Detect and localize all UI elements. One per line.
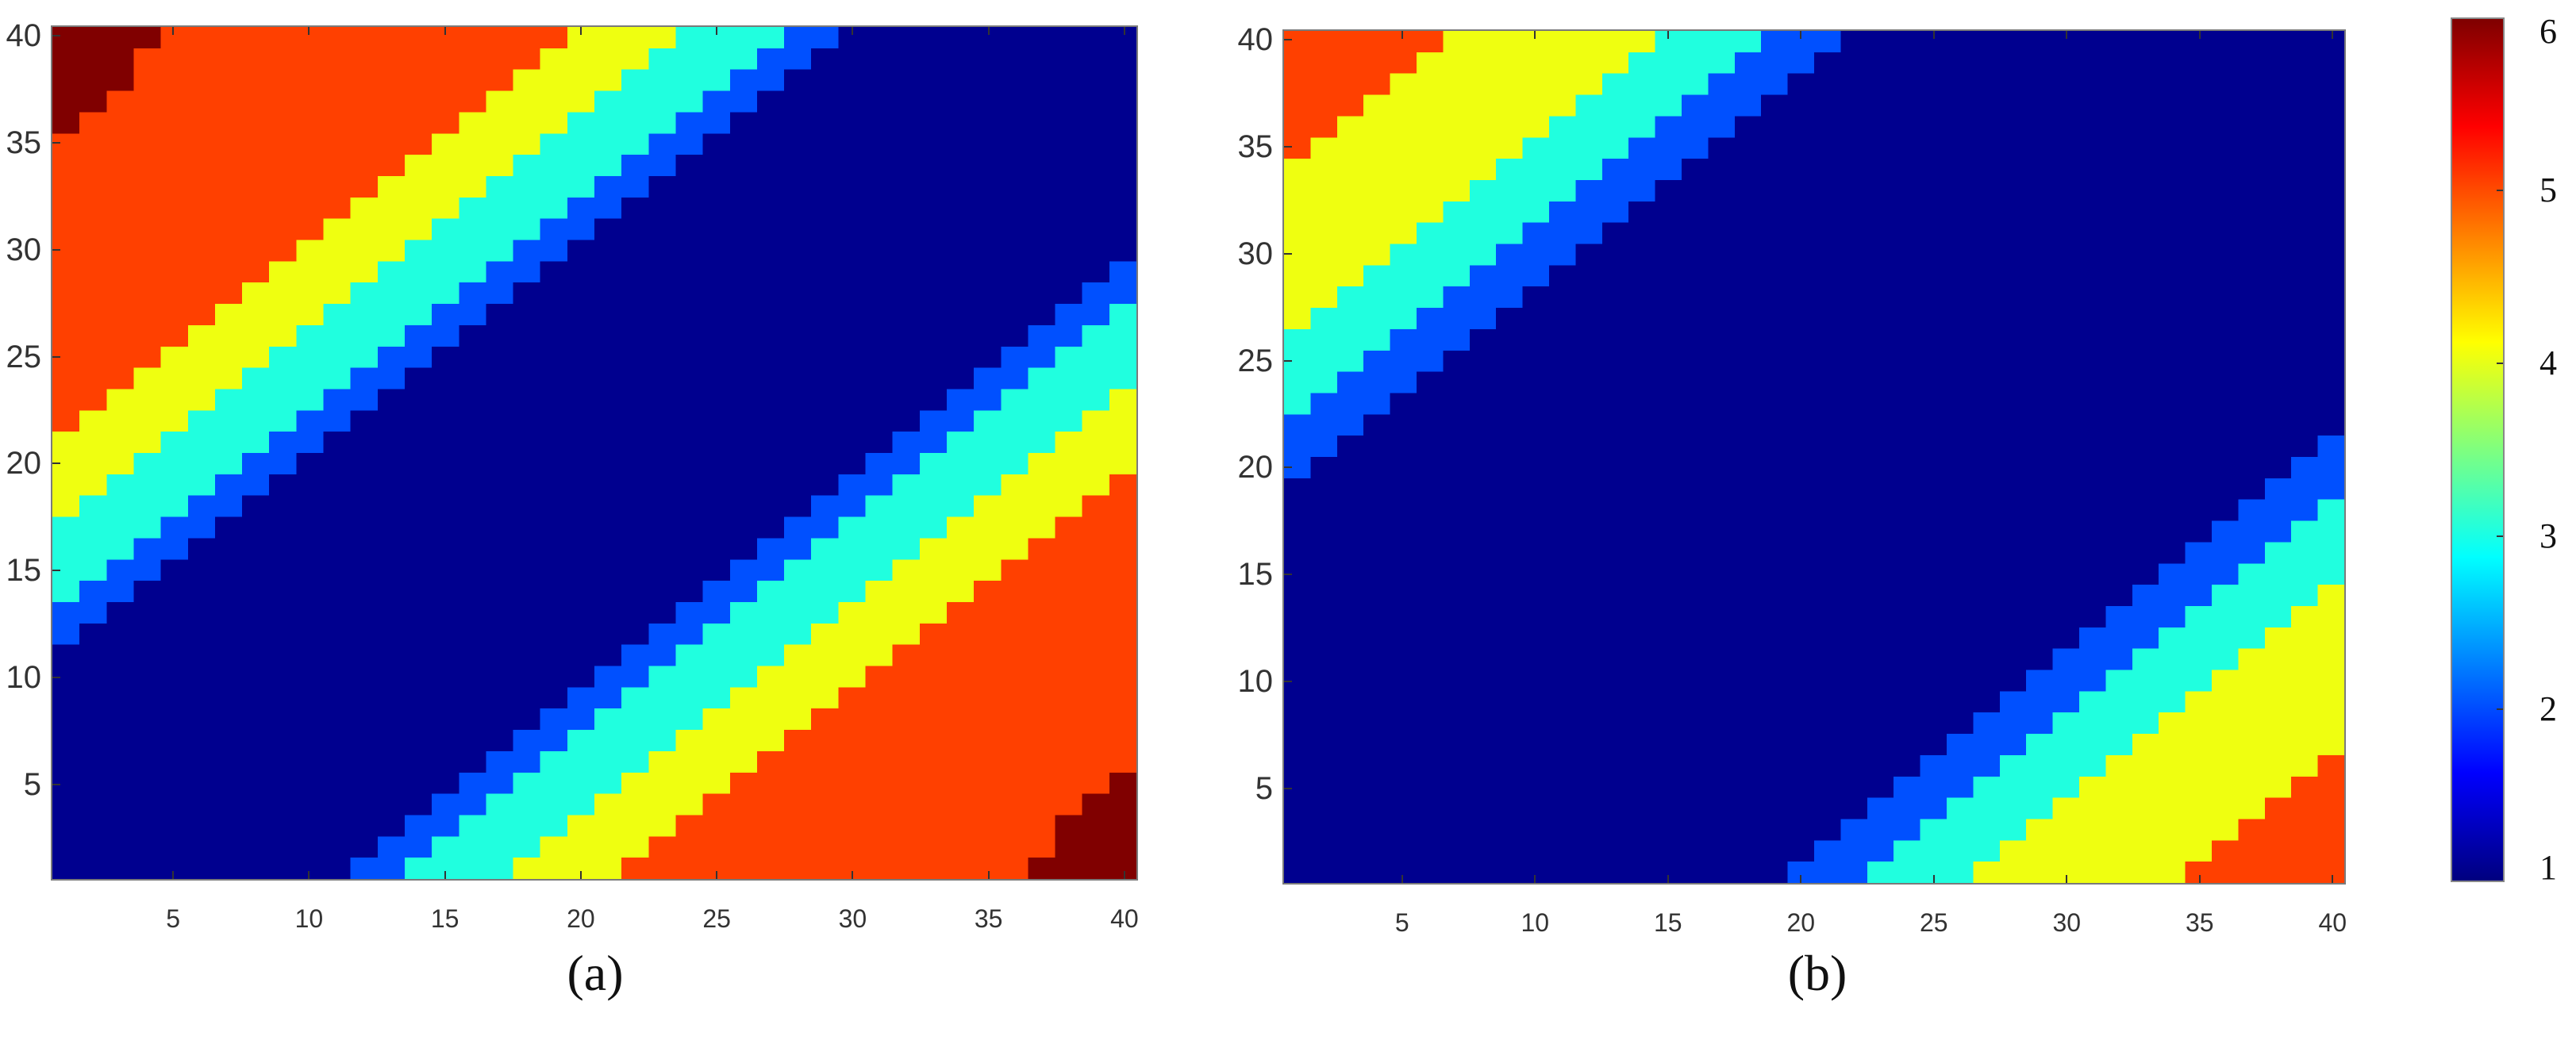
y-tick-label: 5 bbox=[1255, 770, 1273, 806]
heatmap-plot-a bbox=[51, 25, 1138, 881]
y-tick-label: 30 bbox=[1237, 236, 1274, 271]
y-tick-label: 20 bbox=[1237, 450, 1274, 485]
y-tick-label: 15 bbox=[6, 553, 42, 589]
x-tick-mark bbox=[1401, 31, 1403, 39]
colorbar-tick-mark bbox=[2497, 708, 2503, 710]
colorbar-tick-label: 2 bbox=[2539, 689, 2557, 728]
x-tick-label: 25 bbox=[1919, 908, 1948, 937]
x-tick-mark bbox=[1932, 31, 1935, 39]
colorbar-tick-mark bbox=[2497, 535, 2503, 537]
x-tick-label: 30 bbox=[2052, 908, 2082, 937]
x-tick-mark bbox=[2198, 875, 2201, 883]
y-tick-label: 35 bbox=[6, 125, 42, 161]
x-tick-mark bbox=[308, 27, 310, 35]
colorbar-tick-mark bbox=[2497, 363, 2503, 364]
y-tick-label: 15 bbox=[1237, 557, 1274, 593]
x-tick-label: 5 bbox=[1394, 908, 1409, 937]
y-tick-label: 30 bbox=[6, 232, 42, 267]
y-tick-label: 35 bbox=[1237, 129, 1274, 165]
y-tick-mark bbox=[1284, 146, 1292, 148]
y-tick-mark bbox=[52, 570, 60, 572]
y-tick-mark bbox=[52, 676, 60, 678]
y-tick-label: 5 bbox=[23, 766, 41, 802]
y-tick-mark bbox=[1284, 466, 1292, 469]
y-tick-mark bbox=[1284, 39, 1292, 41]
y-tick-mark bbox=[52, 783, 60, 785]
x-tick-mark bbox=[1800, 875, 1802, 883]
colorbar-tick-label: 1 bbox=[2539, 848, 2557, 887]
y-tick-label: 40 bbox=[1237, 22, 1274, 58]
y-tick-mark bbox=[52, 462, 60, 465]
x-tick-label: 30 bbox=[838, 904, 867, 933]
y-tick-label: 40 bbox=[6, 18, 42, 54]
x-tick-mark bbox=[852, 871, 854, 879]
colorbar-tick-label: 4 bbox=[2539, 343, 2557, 382]
x-tick-mark bbox=[2332, 31, 2334, 39]
y-tick-mark bbox=[1284, 787, 1292, 789]
y-tick-label: 10 bbox=[6, 659, 42, 695]
colorbar-tick-mark bbox=[2497, 190, 2503, 191]
x-tick-mark bbox=[1401, 875, 1403, 883]
y-tick-label: 10 bbox=[1237, 663, 1274, 699]
x-tick-mark bbox=[308, 871, 310, 879]
y-tick-mark bbox=[1284, 680, 1292, 682]
x-tick-mark bbox=[987, 871, 990, 879]
x-tick-mark bbox=[579, 27, 582, 35]
heatmap-plot-b bbox=[1282, 29, 2346, 885]
caption-a: (a) bbox=[567, 945, 624, 1001]
x-tick-mark bbox=[1932, 875, 1935, 883]
colorbar-tick-label: 5 bbox=[2539, 171, 2557, 209]
colorbar-tick-label: 3 bbox=[2539, 516, 2557, 555]
x-tick-label: 10 bbox=[1521, 908, 1550, 937]
y-tick-label: 25 bbox=[1237, 343, 1274, 378]
x-tick-mark bbox=[716, 871, 718, 879]
y-tick-mark bbox=[1284, 252, 1292, 255]
y-tick-mark bbox=[1284, 359, 1292, 362]
x-tick-mark bbox=[172, 871, 175, 879]
x-tick-mark bbox=[2066, 875, 2068, 883]
caption-b: (b) bbox=[1787, 945, 1847, 1001]
x-tick-mark bbox=[852, 27, 854, 35]
y-tick-label: 25 bbox=[6, 339, 42, 374]
x-tick-mark bbox=[1534, 875, 1536, 883]
x-tick-label: 10 bbox=[294, 904, 324, 933]
x-tick-label: 15 bbox=[1653, 908, 1682, 937]
x-tick-label: 5 bbox=[166, 904, 181, 933]
x-tick-mark bbox=[987, 27, 990, 35]
x-tick-label: 40 bbox=[2318, 908, 2347, 937]
heatmap-canvas-b bbox=[1284, 31, 2344, 883]
x-tick-mark bbox=[1123, 871, 1125, 879]
x-tick-mark bbox=[444, 871, 446, 879]
x-tick-mark bbox=[2198, 31, 2201, 39]
x-tick-mark bbox=[2332, 875, 2334, 883]
x-tick-label: 20 bbox=[1786, 908, 1816, 937]
colorbar bbox=[2451, 17, 2505, 882]
x-tick-label: 40 bbox=[1110, 904, 1139, 933]
colorbar-tick-label: 6 bbox=[2539, 12, 2557, 51]
y-tick-mark bbox=[52, 355, 60, 358]
x-tick-mark bbox=[444, 27, 446, 35]
x-tick-mark bbox=[1534, 31, 1536, 39]
x-tick-mark bbox=[1667, 875, 1669, 883]
y-tick-mark bbox=[1284, 574, 1292, 576]
y-tick-mark bbox=[52, 142, 60, 144]
x-tick-label: 25 bbox=[702, 904, 731, 933]
x-tick-mark bbox=[1123, 27, 1125, 35]
x-tick-mark bbox=[1800, 31, 1802, 39]
x-tick-mark bbox=[579, 871, 582, 879]
x-tick-mark bbox=[1667, 31, 1669, 39]
heatmap-canvas-a bbox=[52, 27, 1136, 879]
x-tick-mark bbox=[2066, 31, 2068, 39]
x-tick-label: 20 bbox=[567, 904, 595, 933]
x-tick-label: 35 bbox=[974, 904, 1003, 933]
y-tick-label: 20 bbox=[6, 446, 42, 482]
x-tick-mark bbox=[716, 27, 718, 35]
x-tick-label: 35 bbox=[2185, 908, 2214, 937]
x-tick-mark bbox=[172, 27, 175, 35]
x-tick-label: 15 bbox=[430, 904, 459, 933]
y-tick-mark bbox=[52, 248, 60, 251]
y-tick-mark bbox=[52, 35, 60, 37]
